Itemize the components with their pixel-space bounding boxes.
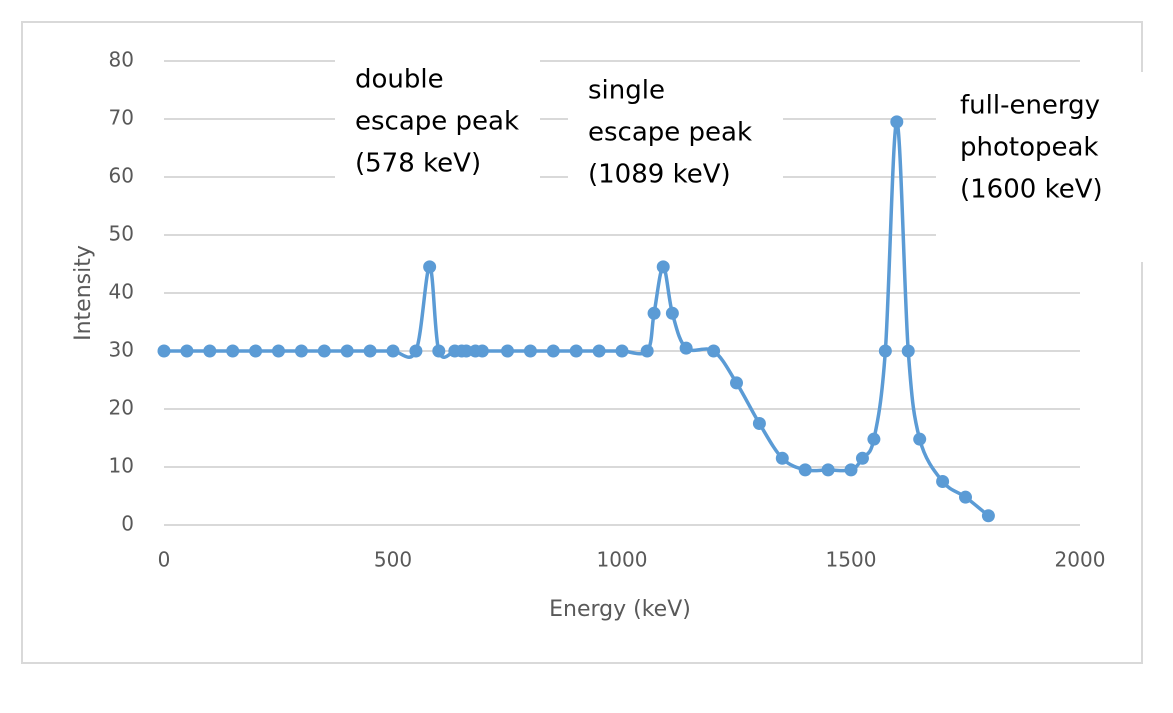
data-point <box>752 417 766 430</box>
y-tick-label: 70 <box>109 106 134 130</box>
data-point <box>386 344 400 358</box>
data-point <box>913 432 927 446</box>
annotations: double escape peak (578 keV) single escape p… <box>335 60 1145 262</box>
data-point <box>775 451 789 465</box>
annotation-text: (1089 keV) <box>588 160 731 190</box>
data-point <box>459 344 473 358</box>
annotation-box <box>335 60 540 185</box>
data-point <box>180 344 194 358</box>
data-point <box>844 463 858 477</box>
grid: 0 10 20 30 40 50 60 70 80 0 500 1000 1500 2000 <box>109 48 1106 572</box>
data-point <box>730 376 743 390</box>
data-point <box>317 344 331 358</box>
annotation-text: (578 keV) <box>355 149 481 179</box>
plot <box>157 115 995 523</box>
x-tick-label: 2000 <box>1055 548 1106 572</box>
y-axis-title: Intensity <box>71 245 96 341</box>
data-point <box>821 463 835 477</box>
annotation-text: (1600 keV) <box>960 175 1103 205</box>
data-point <box>569 344 583 358</box>
data-point <box>340 344 354 358</box>
data-point <box>157 344 171 358</box>
annotation-text: full-energy <box>960 91 1100 121</box>
annotation-text: escape peak <box>355 107 519 137</box>
y-tick-label: 80 <box>109 48 134 72</box>
data-point <box>981 509 995 523</box>
data-point <box>901 344 915 358</box>
y-tick-label: 50 <box>109 222 134 246</box>
data-point <box>640 344 654 358</box>
y-tick-label: 40 <box>109 280 134 304</box>
data-point <box>615 344 629 358</box>
data-point <box>475 344 489 358</box>
x-axis-title: Energy (keV) <box>549 597 691 622</box>
data-point <box>249 344 263 358</box>
data-point <box>423 260 437 274</box>
data-point <box>363 344 377 358</box>
data-point <box>867 432 881 446</box>
data-point <box>523 344 537 358</box>
data-point <box>890 115 904 129</box>
data-point <box>501 344 514 358</box>
annotation-text: photopeak <box>960 133 1098 163</box>
data-point <box>272 344 285 358</box>
data-point <box>226 344 240 358</box>
y-tick-label: 20 <box>109 396 134 420</box>
data-point <box>798 463 812 477</box>
y-tick-label: 60 <box>109 164 134 188</box>
data-point <box>679 341 693 355</box>
data-point <box>432 344 446 358</box>
data-point <box>656 260 670 274</box>
x-tick-label: 500 <box>374 548 412 572</box>
y-tick-label: 30 <box>109 338 134 362</box>
data-point <box>203 344 217 358</box>
annotation-box <box>936 72 1145 262</box>
annotation-text: double <box>355 65 444 95</box>
x-tick-label: 0 <box>158 548 171 572</box>
y-tick-label: 10 <box>109 454 134 478</box>
data-point <box>592 344 606 358</box>
y-tick-label: 0 <box>121 512 134 536</box>
annotation-text: escape peak <box>588 118 752 148</box>
x-tick-label: 1000 <box>597 548 648 572</box>
data-point <box>409 344 423 358</box>
data-point <box>665 306 679 320</box>
data-point <box>855 451 869 465</box>
annotation-box <box>568 72 783 197</box>
data-point <box>878 344 892 358</box>
annotation-text: single <box>588 76 665 106</box>
data-point <box>936 475 950 488</box>
data-point <box>647 306 661 320</box>
data-point <box>546 344 560 358</box>
x-tick-label: 1500 <box>826 548 877 572</box>
data-point <box>707 344 721 358</box>
data-point <box>294 344 308 358</box>
data-point <box>959 490 972 504</box>
